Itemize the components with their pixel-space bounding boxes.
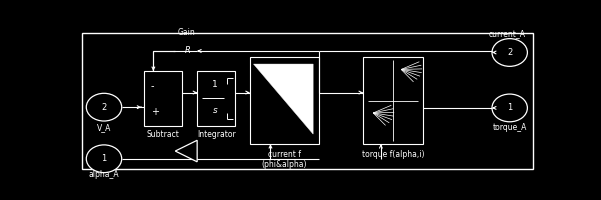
Text: R: R (185, 46, 191, 55)
Text: current f: current f (268, 150, 300, 159)
Text: V_A: V_A (97, 123, 111, 132)
Text: 2: 2 (507, 48, 512, 57)
Text: 1: 1 (102, 154, 106, 163)
Text: 1: 1 (507, 103, 512, 112)
Ellipse shape (492, 94, 528, 122)
Text: Subtract: Subtract (147, 130, 180, 139)
Text: alpha_A: alpha_A (89, 170, 120, 179)
Bar (144, 71, 182, 126)
Text: Integrator: Integrator (197, 130, 236, 139)
Bar (82, 33, 533, 169)
Ellipse shape (87, 145, 121, 173)
Text: +: + (151, 107, 159, 117)
Bar (250, 57, 319, 144)
Text: (phi&alpha): (phi&alpha) (261, 160, 307, 169)
Text: 1: 1 (212, 80, 218, 89)
Bar (197, 71, 236, 126)
Polygon shape (175, 140, 197, 162)
Ellipse shape (492, 39, 528, 66)
Text: Gain: Gain (177, 28, 195, 37)
Text: s: s (213, 106, 217, 115)
Ellipse shape (87, 93, 121, 121)
Text: torque_A: torque_A (492, 123, 527, 132)
Text: -: - (151, 81, 154, 91)
Bar (363, 57, 423, 144)
Text: torque f(alpha,i): torque f(alpha,i) (362, 150, 424, 159)
Text: 2: 2 (102, 103, 106, 112)
Polygon shape (254, 64, 313, 134)
Text: current_A: current_A (489, 30, 526, 39)
